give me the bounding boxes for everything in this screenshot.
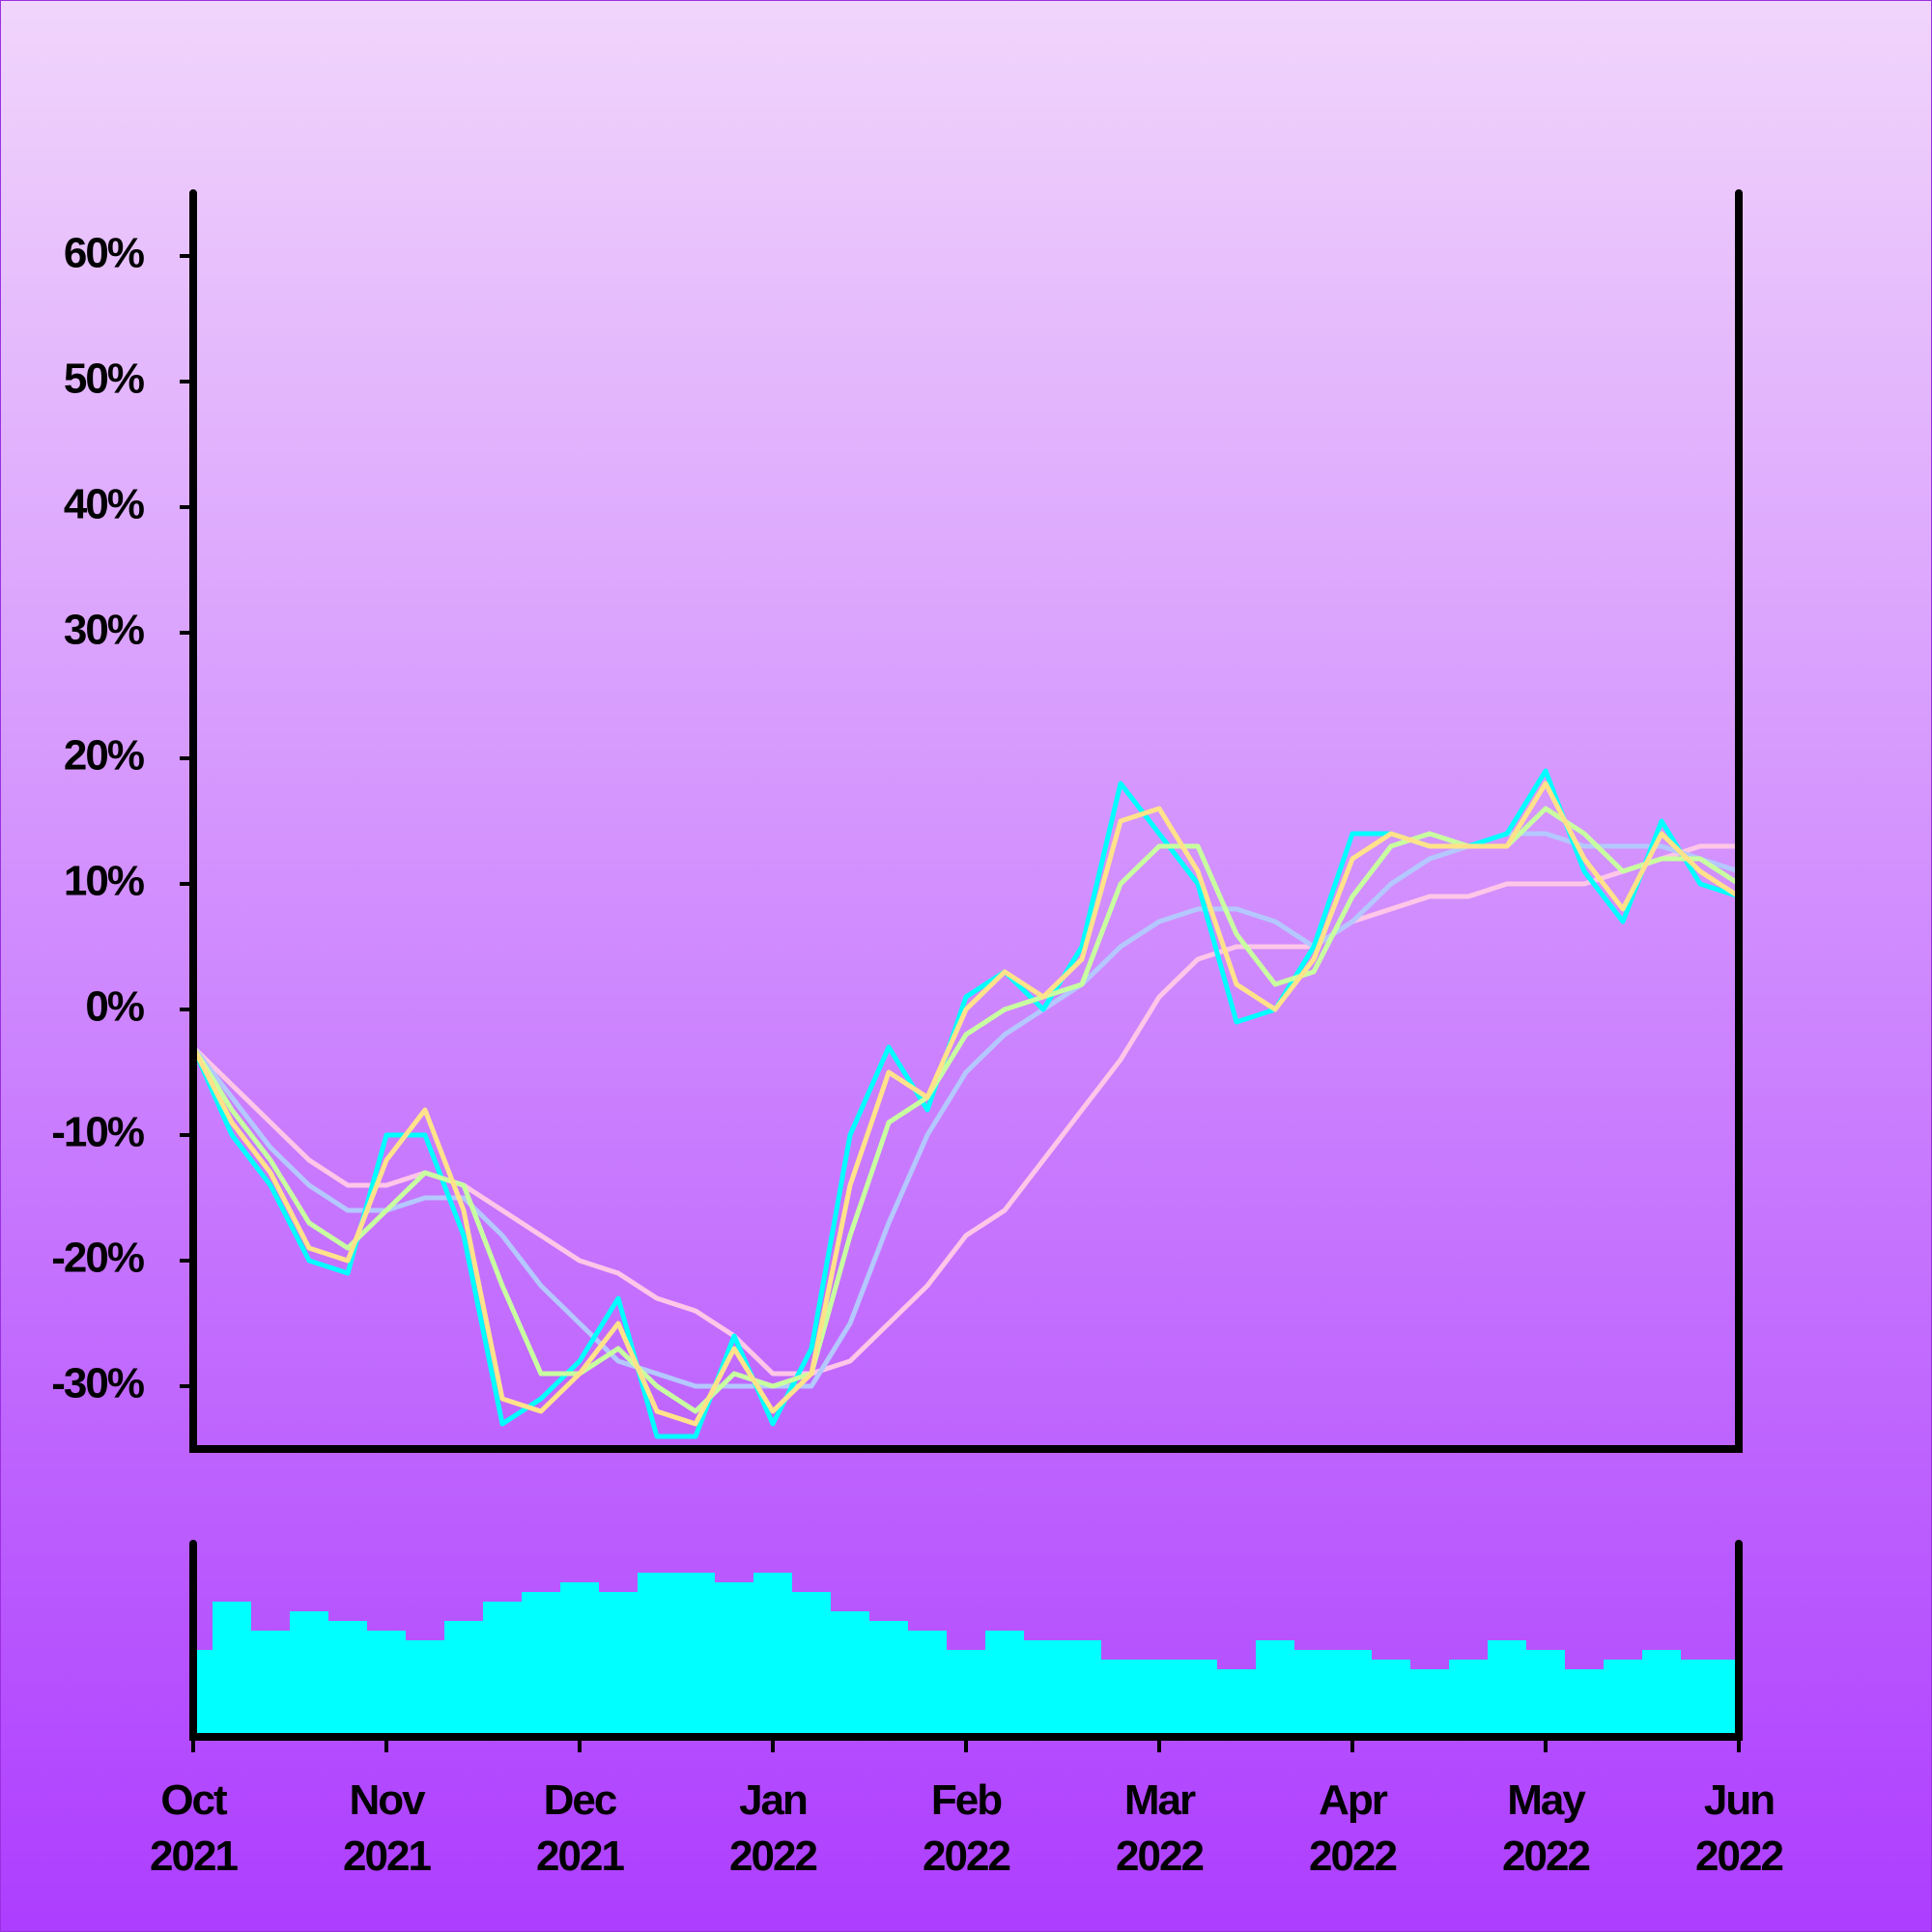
y-tick-label: 60% xyxy=(64,230,144,277)
volume-bar xyxy=(715,1582,753,1737)
volume-bar xyxy=(753,1573,792,1737)
volume-bar xyxy=(1681,1660,1719,1737)
x-tick-label: Oct 2021 xyxy=(150,1776,238,1880)
y-tick-label: 20% xyxy=(64,732,144,780)
volume-bar xyxy=(444,1621,483,1737)
x-tick-label: Mar 2022 xyxy=(1116,1776,1203,1880)
volume-bar xyxy=(792,1592,831,1737)
x-tick-label: Nov 2021 xyxy=(343,1776,431,1880)
y-tick-label: -10% xyxy=(51,1109,144,1156)
volume-bar xyxy=(1719,1660,1739,1737)
volume-bar xyxy=(1179,1660,1217,1737)
volume-bar xyxy=(560,1582,599,1737)
volume-bar xyxy=(1140,1660,1179,1737)
volume-bar xyxy=(328,1621,367,1737)
y-tick-label: -30% xyxy=(51,1360,144,1407)
volume-bar xyxy=(1256,1640,1294,1737)
volume-bar xyxy=(406,1640,444,1737)
volume-bar xyxy=(290,1611,328,1737)
volume-bar xyxy=(1642,1650,1681,1737)
volume-bar xyxy=(1604,1660,1642,1737)
price-frame xyxy=(189,189,1743,1453)
volume-bar xyxy=(1526,1650,1565,1737)
volume-bar xyxy=(213,1602,251,1737)
volume-bar xyxy=(638,1573,676,1737)
volume-bar xyxy=(1294,1650,1333,1737)
volume-bar xyxy=(1101,1660,1140,1737)
x-tick-label: Dec 2021 xyxy=(536,1776,624,1880)
volume-bar xyxy=(1063,1640,1101,1737)
volume-bar xyxy=(985,1631,1024,1737)
volume-bar xyxy=(1488,1640,1526,1737)
volume-bar xyxy=(1333,1650,1372,1737)
volume-bar xyxy=(869,1621,908,1737)
y-tick-label: 0% xyxy=(85,983,143,1031)
x-tick-label: Apr 2022 xyxy=(1309,1776,1396,1880)
volume-bar xyxy=(483,1602,522,1737)
y-tick-label: 10% xyxy=(64,858,144,905)
volume-bar xyxy=(947,1650,985,1737)
volume-bar xyxy=(908,1631,947,1737)
volume-bar xyxy=(831,1611,869,1737)
x-tick-label: May 2022 xyxy=(1502,1776,1589,1880)
x-tick-label: Jun 2022 xyxy=(1695,1776,1782,1880)
volume-bar xyxy=(676,1573,715,1737)
volume-bar xyxy=(1024,1640,1063,1737)
line xyxy=(190,781,1741,1427)
volume-bar xyxy=(367,1631,406,1737)
volume-bar xyxy=(522,1592,560,1737)
y-tick-label: 40% xyxy=(64,481,144,528)
y-tick-label: -20% xyxy=(51,1235,144,1282)
volume-bar xyxy=(251,1631,290,1737)
volume-bar xyxy=(1217,1669,1256,1737)
line xyxy=(190,768,1740,1439)
volume-bar xyxy=(1449,1660,1488,1737)
y-tick-label: 50% xyxy=(64,355,144,403)
volume-bar xyxy=(193,1650,213,1737)
volume-bar xyxy=(599,1592,638,1737)
volume-bar xyxy=(1410,1669,1449,1737)
volume-bar xyxy=(1372,1660,1410,1737)
y-tick-label: 30% xyxy=(64,607,144,654)
x-tick-label: Feb 2022 xyxy=(923,1776,1009,1880)
x-tick-label: Jan 2022 xyxy=(729,1776,816,1880)
volume-bar xyxy=(1565,1669,1604,1737)
